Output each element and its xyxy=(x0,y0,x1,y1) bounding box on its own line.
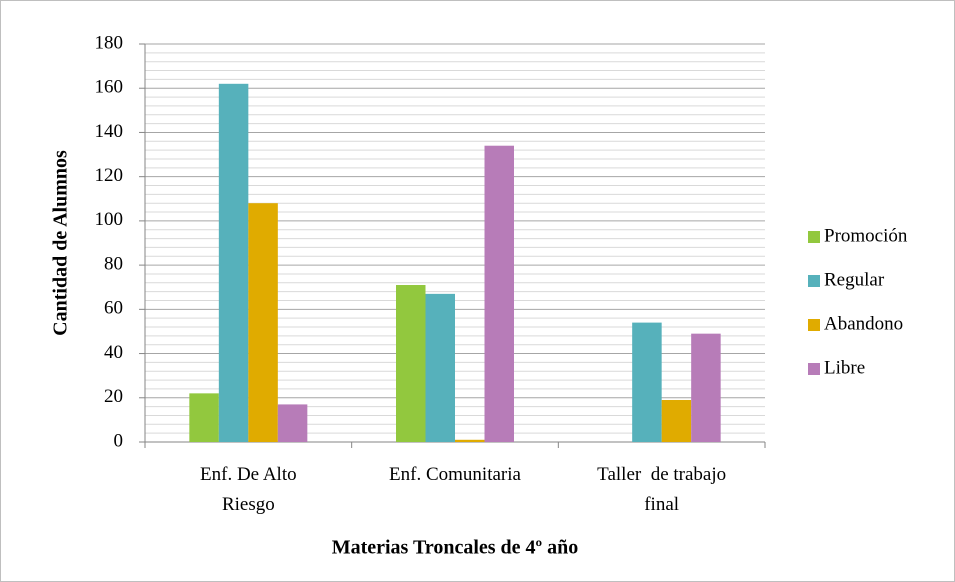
x-tick-label: Enf. De Alto Riesgo xyxy=(200,464,302,515)
y-tick-label: 60 xyxy=(104,298,123,319)
legend-swatch xyxy=(808,319,820,331)
bar xyxy=(661,399,692,442)
bar xyxy=(425,293,455,442)
bar xyxy=(455,439,485,442)
bar xyxy=(396,285,426,442)
legend-label: Promoción xyxy=(824,225,908,246)
y-tick-label: 160 xyxy=(95,77,124,98)
y-tick-label: 100 xyxy=(95,209,124,230)
bar xyxy=(484,145,514,442)
y-tick-label: 0 xyxy=(114,430,124,451)
x-tick-label: Taller de trabajo final xyxy=(597,464,731,515)
y-tick-label: 180 xyxy=(95,32,124,53)
legend-swatch xyxy=(808,363,820,375)
legend-label: Libre xyxy=(824,357,865,378)
legend-label: Regular xyxy=(824,269,885,290)
y-axis-title: Cantidad de Alumnos xyxy=(50,150,72,336)
bar xyxy=(277,404,308,442)
y-tick-label: 20 xyxy=(104,386,123,407)
y-tick-label: 120 xyxy=(95,165,124,186)
legend-swatch xyxy=(808,275,820,287)
bar xyxy=(632,322,662,442)
bar xyxy=(218,83,249,443)
legend-swatch xyxy=(808,231,820,243)
bar xyxy=(189,393,219,442)
x-axis-title: Materias Troncales de 4º año xyxy=(332,537,579,559)
y-tick-label: 40 xyxy=(104,342,123,363)
legend-label: Abandono xyxy=(824,313,903,334)
y-tick-label: 80 xyxy=(104,253,123,274)
bar xyxy=(691,333,721,442)
x-tick-label: Enf. Comunitaria xyxy=(389,464,521,485)
y-tick-label: 140 xyxy=(95,121,124,142)
bar xyxy=(248,203,278,442)
